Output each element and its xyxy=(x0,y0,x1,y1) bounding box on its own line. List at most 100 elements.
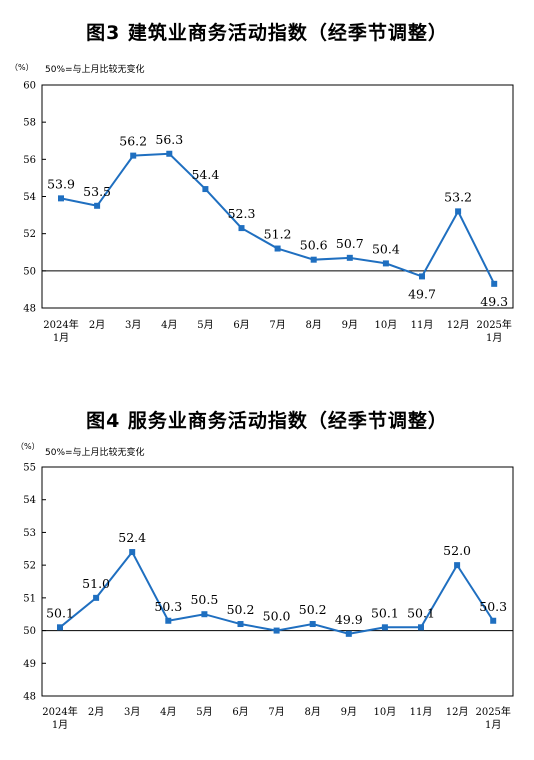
chart1-data-point xyxy=(238,225,245,232)
chart2-data-point xyxy=(273,627,280,634)
chart2-xtick-label: 4月 xyxy=(160,706,176,718)
chart2-data-point xyxy=(129,549,136,556)
chart2-xtick-label: 5月 xyxy=(196,706,212,718)
chart1-xtick-label: 3月 xyxy=(125,319,141,331)
chart2-plot-frame xyxy=(41,466,514,697)
chart2-ytick-label: 51 xyxy=(23,593,36,604)
chart2-note: 50%=与上月比较无变化 xyxy=(45,448,145,458)
chart1-xtick-label: 2025年 xyxy=(476,318,511,331)
chart2-data-label: 50.0 xyxy=(263,609,291,624)
chart1-ytick-label: 56 xyxy=(23,155,36,166)
chart1-data-label: 51.2 xyxy=(264,227,292,242)
chart1-data-point xyxy=(58,195,64,202)
chart1-xtick-label: 10月 xyxy=(375,319,398,331)
chart1-plot-frame xyxy=(41,84,514,309)
chart1-xtick-label: 12月 xyxy=(447,319,470,331)
chart1-data-point xyxy=(491,280,498,287)
chart2-xtick-label: 10月 xyxy=(374,706,397,718)
chart1-note: 50%=与上月比较无变化 xyxy=(45,65,145,75)
chart2-xtick-sublabel: 1月 xyxy=(485,719,501,731)
chart1-data-label: 50.6 xyxy=(300,238,328,253)
chart2-data-label: 50.5 xyxy=(190,592,218,607)
chart1-data-label: 53.9 xyxy=(47,176,75,191)
chart1-data-label: 56.2 xyxy=(119,134,147,149)
chart1-ytick-label: 54 xyxy=(23,192,36,203)
chart2-xtick-label: 2024年 xyxy=(42,705,77,718)
chart1-data-point xyxy=(346,254,353,261)
chart1-data-point xyxy=(166,150,173,157)
chart1-xtick-label: 5月 xyxy=(197,319,213,331)
chart1-xtick-label: 8月 xyxy=(306,319,322,331)
chart2-data-point xyxy=(57,624,63,631)
chart2-ytick-label: 50 xyxy=(23,626,36,637)
chart1-xtick-sublabel: 1月 xyxy=(486,332,502,344)
chart1-data-label: 53.5 xyxy=(83,184,111,199)
chart2-data-label: 49.9 xyxy=(335,612,363,627)
chart1-data-point xyxy=(130,152,137,159)
chart2-ytick-label: 55 xyxy=(23,463,36,474)
chart1-xtick-sublabel: 1月 xyxy=(53,332,69,344)
chart2-ytick-label: 49 xyxy=(23,659,36,670)
chart2-data-label: 50.3 xyxy=(479,599,507,614)
chart2-data-point xyxy=(237,621,244,628)
chart1-data-point xyxy=(455,208,462,215)
chart1-xtick-label: 11月 xyxy=(411,319,434,331)
chart1-data-point xyxy=(94,202,101,209)
chart2-ytick-label: 48 xyxy=(23,692,36,703)
chart2-data-point xyxy=(201,611,208,618)
chart1-data-point xyxy=(274,245,281,252)
chart1-series-line xyxy=(60,152,496,285)
chart2-unit: （%） xyxy=(16,442,40,451)
chart2-ytick-label: 52 xyxy=(23,561,36,572)
chart1-ytick-label: 52 xyxy=(23,229,36,240)
chart2-data-label: 50.1 xyxy=(46,605,74,620)
chart2-xtick-label: 8月 xyxy=(305,706,321,718)
chart1-data-label: 52.3 xyxy=(228,206,256,221)
chart1-ytick-label: 60 xyxy=(23,81,36,92)
chart1-data-label: 56.3 xyxy=(155,132,183,147)
chart1-ytick-label: 58 xyxy=(23,118,36,129)
chart2-data-label: 50.1 xyxy=(371,605,399,620)
chart2-xtick-label: 2月 xyxy=(88,706,104,718)
chart2-data-point xyxy=(454,562,461,569)
chart2-data-point xyxy=(381,624,388,631)
chart2-xtick-label: 7月 xyxy=(268,706,284,718)
chart1-data-point xyxy=(419,273,425,280)
chart2-data-label: 50.1 xyxy=(407,605,435,620)
chart2-data-point xyxy=(345,630,352,637)
chart1-xtick-label: 2月 xyxy=(89,319,105,331)
chart2-data-point xyxy=(93,594,100,601)
chart1-ytick-label: 50 xyxy=(23,266,36,277)
chart2-data-label: 50.2 xyxy=(299,602,327,617)
chart1-xtick-label: 7月 xyxy=(269,319,285,331)
chart1-xtick-label: 6月 xyxy=(233,319,249,331)
chart2-data-point xyxy=(490,617,497,624)
chart2-xtick-label: 12月 xyxy=(446,706,469,718)
chart2-data-label: 50.3 xyxy=(154,599,182,614)
chart2-data-point xyxy=(418,624,424,631)
chart2-data-point xyxy=(309,621,316,628)
chart2-xtick-sublabel: 1月 xyxy=(52,719,68,731)
chart2-data-label: 52.4 xyxy=(118,530,146,545)
chart2-xtick-label: 2025年 xyxy=(475,705,510,718)
chart2-xtick-label: 11月 xyxy=(410,706,433,718)
chart1-ytick-label: 48 xyxy=(23,304,36,315)
chart1-data-label: 54.4 xyxy=(191,167,219,182)
chart2-ytick-label: 54 xyxy=(23,495,36,506)
chart1-data-point xyxy=(202,186,209,193)
chart2-xtick-label: 3月 xyxy=(124,706,140,718)
chart1-data-point xyxy=(382,260,389,267)
chart1-data-label: 50.4 xyxy=(372,241,400,256)
chart2-xtick-label: 9月 xyxy=(341,706,357,718)
chart2-data-label: 51.0 xyxy=(82,576,110,591)
chart2-data-label: 52.0 xyxy=(443,543,471,558)
chart1-data-label: 49.7 xyxy=(408,286,436,301)
chart2-ytick-label: 53 xyxy=(23,528,36,539)
chart2-data-label: 50.2 xyxy=(227,602,255,617)
chart2-data-point xyxy=(165,617,172,624)
chart1-unit: （%） xyxy=(10,63,34,72)
chart1-xtick-label: 9月 xyxy=(342,319,358,331)
chart1-data-label: 49.3 xyxy=(480,294,508,309)
chart2-title: 图4 服务业商务活动指数（经季节调整） xyxy=(86,410,448,432)
